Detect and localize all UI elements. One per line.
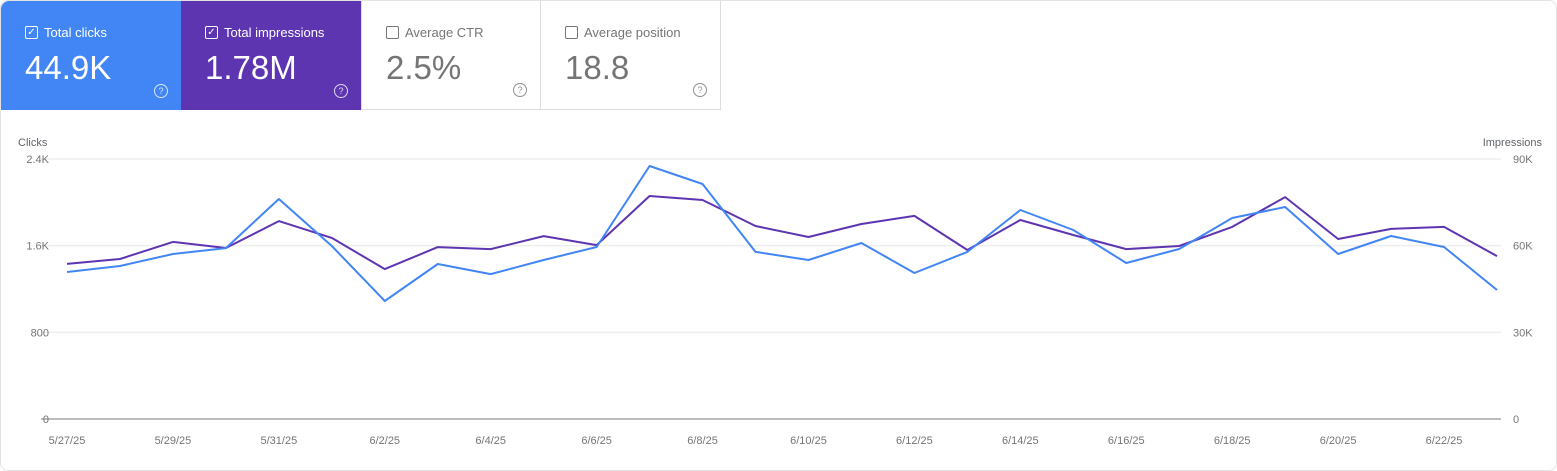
help-icon[interactable]: ? <box>693 83 707 97</box>
clicks-series-line <box>66 165 1498 302</box>
y-axis-right-title: Impressions <box>1483 137 1543 149</box>
metric-value: 1.78M <box>205 49 297 86</box>
x-tick-label: 6/4/25 <box>475 435 506 447</box>
x-tick-label: 6/16/25 <box>1108 435 1145 447</box>
x-tick-label: 6/6/25 <box>581 435 612 447</box>
x-tick-label: 5/27/25 <box>49 435 86 447</box>
x-tick-label: 6/10/25 <box>790 435 827 447</box>
x-tick-label: 5/31/25 <box>261 435 298 447</box>
checkbox-checked-icon[interactable]: ✓ <box>205 26 218 39</box>
x-tick-label: 6/18/25 <box>1214 435 1251 447</box>
metric-card-total-clicks[interactable]: ✓ Total clicks 44.9K ? <box>1 1 181 110</box>
metric-value: 2.5% <box>386 49 462 86</box>
x-tick-label: 6/2/25 <box>369 435 400 447</box>
y-tick-label-right: 60K <box>1513 241 1533 253</box>
checkbox-unchecked-icon[interactable] <box>386 26 399 39</box>
metric-label: Total clicks <box>44 25 107 40</box>
metric-card-average-ctr[interactable]: Average CTR 2.5% ? <box>361 1 541 110</box>
x-tick-label: 5/29/25 <box>155 435 192 447</box>
metric-value: 18.8 <box>565 49 630 86</box>
y-tick-label-right: 0 <box>1513 414 1519 426</box>
metric-value: 44.9K <box>25 49 112 86</box>
checkbox-checked-icon[interactable]: ✓ <box>25 26 38 39</box>
x-tick-label: 6/14/25 <box>1002 435 1039 447</box>
x-tick-label: 6/22/25 <box>1426 435 1463 447</box>
y-tick-label-left: 1.6K <box>26 241 49 253</box>
y-tick-label-left: 800 <box>31 327 49 339</box>
metric-label: Total impressions <box>224 25 325 40</box>
help-icon[interactable]: ? <box>154 84 168 98</box>
y-tick-label-right: 90K <box>1513 154 1533 166</box>
x-tick-label: 6/8/25 <box>687 435 718 447</box>
checkbox-unchecked-icon[interactable] <box>565 26 578 39</box>
help-icon[interactable]: ? <box>513 83 527 97</box>
x-tick-label: 6/20/25 <box>1320 435 1357 447</box>
metric-card-average-position[interactable]: Average position 18.8 ? <box>541 1 721 110</box>
metric-card-total-impressions[interactable]: ✓ Total impressions 1.78M ? <box>181 1 361 110</box>
metric-label: Average position <box>584 25 681 40</box>
y-tick-label-right: 30K <box>1513 327 1533 339</box>
y-axis-left-title: Clicks <box>18 137 48 149</box>
help-icon[interactable]: ? <box>334 84 348 98</box>
x-tick-label: 6/12/25 <box>896 435 933 447</box>
y-tick-label-left: 2.4K <box>26 154 49 166</box>
metric-label: Average CTR <box>405 25 484 40</box>
y-tick-label-left: 0 <box>43 414 49 426</box>
